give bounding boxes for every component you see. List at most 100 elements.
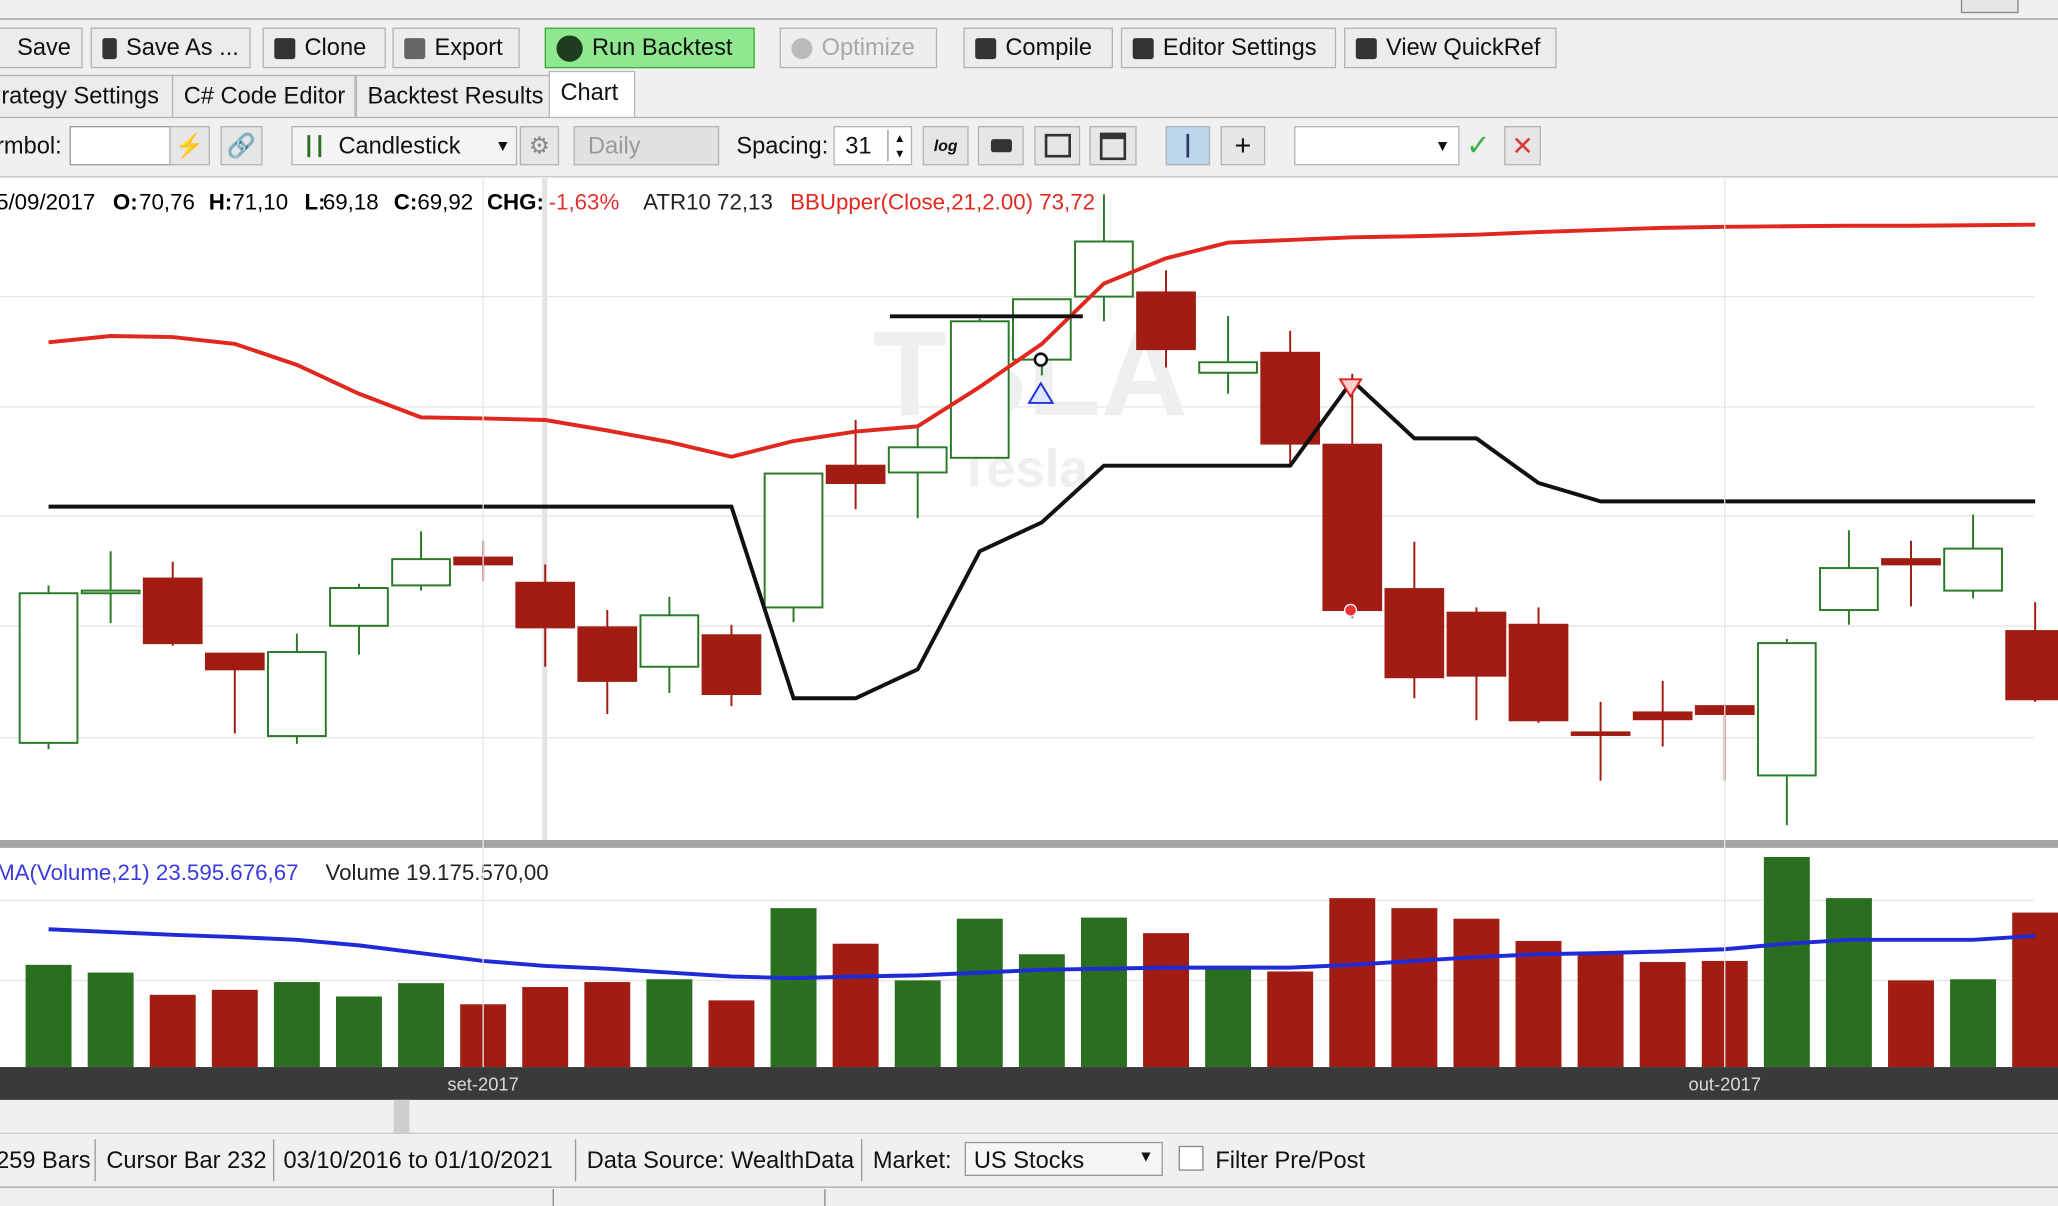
log-button[interactable]: log [922, 126, 969, 166]
gear-button[interactable]: ⚙ [519, 126, 560, 166]
compile-button[interactable]: Compile [963, 27, 1113, 69]
export-button[interactable]: Export [392, 27, 520, 69]
spacing-input[interactable]: 31 ▲ ▼ [833, 126, 913, 166]
optimize-button[interactable]: Optimize [779, 27, 938, 69]
tab[interactable]: rategy Settings [0, 74, 174, 117]
volume-bar [273, 982, 320, 1068]
icon [274, 37, 296, 59]
volume-bar [1329, 898, 1376, 1068]
grid [0, 295, 2035, 982]
scale-dropdown[interactable]: Daily [573, 126, 720, 166]
help-button[interactable] [1960, 0, 2019, 14]
value: 69,18 [323, 189, 379, 214]
signal-circle [1033, 352, 1049, 367]
editor-settings-button[interactable]: Editor Settings [1120, 27, 1337, 69]
indicator: BBUpper(Close,21,2.00) 73,72 [790, 189, 1095, 214]
candle-body [2005, 630, 2058, 701]
candle-body [949, 320, 1010, 459]
crosshair-button[interactable]: + [1220, 126, 1266, 166]
panel-divider [0, 840, 2058, 848]
label: O: [113, 189, 138, 214]
checkbox[interactable] [1178, 1145, 1204, 1171]
candle-body [825, 464, 886, 484]
run-backtest-button[interactable]: Run Backtest [544, 27, 755, 69]
drawing-dropdown[interactable]: ▼ [1294, 126, 1460, 166]
x-axis-band [0, 1067, 2058, 1100]
arrow: ▼ [1138, 1147, 1154, 1166]
x-tick-label: set-2017 [447, 1073, 518, 1094]
candle-body [1446, 611, 1507, 677]
spinner[interactable]: ▲ ▼ [887, 129, 911, 162]
value: 71,10 [232, 189, 288, 214]
candle-body [80, 589, 141, 595]
spacing-label: Spacing: [736, 132, 829, 159]
candle-body [1012, 298, 1072, 361]
chart-style-dropdown[interactable]: ┃┃ Candlestick ▼ [291, 126, 518, 166]
tab[interactable]: Backtest Results [355, 74, 550, 117]
label: View QuickRef [1386, 34, 1541, 61]
arrow: ▼ [494, 136, 511, 155]
label: C: [394, 189, 418, 214]
label: L: [305, 189, 326, 214]
tool-button[interactable] [1089, 126, 1137, 166]
candle-body [1508, 623, 1569, 722]
link-button[interactable]: 🔗 [220, 126, 263, 166]
label: Save As ... [125, 34, 239, 61]
separator [861, 1139, 863, 1182]
lookup-button[interactable]: ⚡ [169, 126, 210, 166]
status-text: Market: [872, 1147, 952, 1174]
view-quickref-button[interactable]: View QuickRef [1344, 27, 1557, 69]
volume-bar [1018, 954, 1065, 1068]
tab-active[interactable]: Chart [548, 70, 636, 119]
volume-bar [1143, 933, 1189, 1068]
volume-bar [770, 908, 817, 1068]
candle-body [142, 577, 203, 645]
buy-marker [1027, 381, 1055, 404]
volume-bar [1825, 898, 1872, 1068]
volume-bar [1577, 954, 1624, 1068]
candle-body [639, 614, 700, 668]
label: Clone [304, 34, 367, 61]
label: H: [209, 189, 233, 214]
volume-bar [1639, 962, 1686, 1068]
cursor-button[interactable] [1165, 126, 1211, 166]
indicator: MA(Volume,21) 23.595.676,67 [0, 860, 299, 885]
indicator-line [48, 377, 2036, 701]
candle-body [1198, 361, 1258, 374]
clone-button[interactable]: Clone [262, 27, 386, 69]
volume-bar [1453, 918, 1500, 1068]
save-as-button[interactable]: Save As ... [90, 27, 251, 69]
scroll-thumb[interactable] [393, 1099, 410, 1133]
volume-bar [211, 989, 258, 1068]
cancel-button[interactable]: ✕ [1504, 126, 1541, 166]
volume-header: MA(Volume,21) 23.595.676,67 Volume 19.17… [0, 860, 549, 885]
label: Editor Settings [1162, 34, 1317, 61]
value: US Stocks [973, 1147, 1085, 1174]
candle-body [204, 652, 265, 671]
volume-bar [522, 987, 569, 1068]
accept-button[interactable]: ✓ [1466, 128, 1491, 162]
status-text: Data Source: WealthData [586, 1147, 855, 1174]
label: CHG: [487, 189, 544, 214]
icon [404, 37, 426, 59]
save-button[interactable]: Save [0, 27, 83, 69]
candle-body [1819, 567, 1879, 612]
volume-bar [1391, 908, 1438, 1068]
tool-button[interactable] [1034, 126, 1081, 166]
separator [273, 1139, 275, 1182]
label: Save [17, 34, 71, 61]
tab[interactable]: C# Code Editor [171, 74, 356, 117]
volume-bar [646, 979, 693, 1068]
symbol-input[interactable] [69, 126, 171, 166]
label: Optimize [821, 34, 915, 61]
market-dropdown[interactable]: US Stocks ▼ [964, 1141, 1163, 1176]
icon [1099, 131, 1127, 160]
indicator: Volume 19.175.570,00 [326, 860, 549, 885]
status-text: 259 Bars [0, 1147, 91, 1174]
icon [102, 37, 117, 59]
tool-button[interactable] [977, 126, 1024, 166]
icon [1044, 133, 1071, 158]
candle-body [515, 581, 576, 629]
volume-bar [584, 982, 631, 1068]
candle-body [1881, 558, 1941, 566]
